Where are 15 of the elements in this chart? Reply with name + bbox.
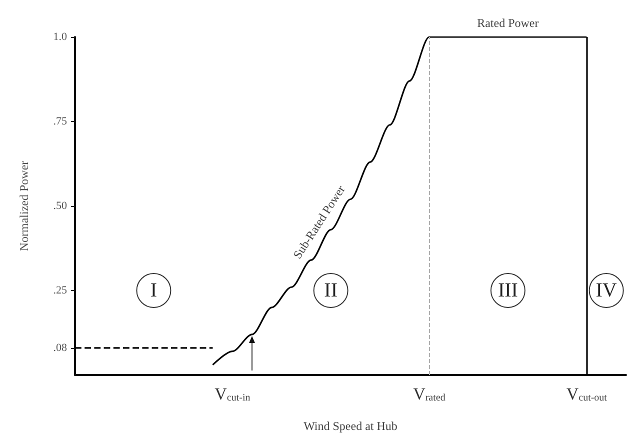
y-tick-label: .25 [53, 284, 68, 296]
text: Rated Power [477, 16, 539, 30]
annotation: I [150, 280, 158, 302]
x-tick-label: Vrated [413, 384, 446, 404]
x-tick-label: Vcut-in [214, 384, 250, 404]
annotation: III [498, 280, 518, 302]
annotation: IV [596, 280, 618, 302]
x-tick-label: Vcut-out [566, 384, 608, 404]
y-tick-label: 1.0 [53, 31, 68, 43]
y-tick-label: .08 [53, 342, 68, 354]
x-axis-title: Wind Speed at Hub [304, 419, 398, 433]
y-tick-label: .75 [53, 116, 68, 128]
y-axis-title: Normalized Power [17, 160, 31, 252]
annotation: II [324, 280, 338, 302]
y-tick-label: .50 [53, 200, 68, 212]
